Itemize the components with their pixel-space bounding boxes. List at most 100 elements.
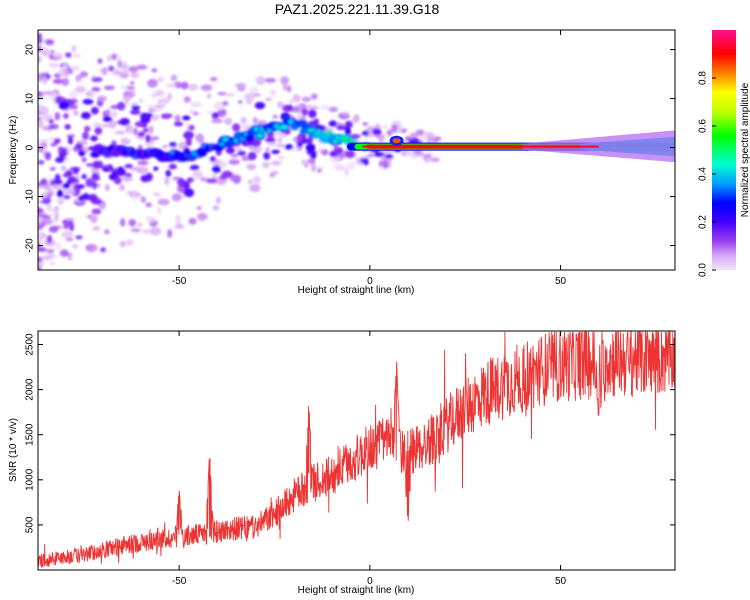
spectrogram-frame [37,29,676,271]
noise-blob [38,185,45,190]
noise-blob [382,125,388,129]
signal-blob [65,170,73,178]
noise-blob [155,104,166,108]
noise-blob [126,86,136,90]
noise-blob [282,82,287,91]
noise-blob [192,111,199,116]
noise-blob [217,92,227,96]
noise-blob [38,37,43,44]
carrier-band [346,130,675,163]
noise-blob [84,125,91,133]
noise-blob [65,217,76,221]
noise-blob [132,195,138,202]
noise-blob [49,166,56,171]
noise-blob [232,176,241,184]
noise-blob [43,183,51,190]
snr-frame [37,330,676,571]
signal-blob [345,120,353,129]
spectrogram-blobs [38,32,442,270]
noise-blob [277,155,286,160]
noise-blob [52,78,64,84]
noise-blob [43,189,48,198]
signal-blob [328,120,337,127]
noise-blob [126,239,134,246]
noise-blob [265,147,270,152]
noise-blob [38,207,41,213]
noise-blob [148,125,154,135]
signal-blob [62,183,71,189]
noise-blob [241,155,248,161]
noise-blob [270,89,276,97]
noise-blob [170,74,178,82]
signal-blob [140,174,151,183]
signal-blob [137,131,146,138]
noise-blob [129,81,135,85]
signal-blob [163,113,173,119]
signal-blob [300,139,309,144]
signal-blob [271,149,281,154]
noise-blob [252,175,261,185]
noise-blob [72,243,79,250]
noise-blob [404,136,411,142]
colorbar-tick-label: 0.8 [698,71,709,85]
noise-blob [230,153,239,158]
signal-blob [90,106,99,115]
signal-blob [125,172,132,178]
noise-blob [117,60,123,69]
noise-blob [136,64,148,70]
noise-blob [112,70,117,75]
noise-blob [200,84,213,91]
noise-blob [42,91,54,95]
signal-blob [372,128,382,136]
noise-blob [100,247,107,253]
y-tick-label: 500 [25,516,36,533]
noise-blob [128,219,137,227]
noise-blob [319,104,331,111]
signal-blob [58,101,70,110]
noise-blob [38,143,46,151]
noise-blob [38,91,44,97]
snr-x-label: Height of straight line (km) [298,585,415,596]
noise-blob [225,92,235,97]
noise-blob [255,75,266,85]
noise-blob [151,114,160,122]
noise-blob [183,96,191,103]
noise-blob [244,92,256,101]
noise-blob [48,226,59,233]
noise-blob [164,176,170,186]
snr-axes: -50 0 50 500 1000 1500 2000 2500 [25,331,675,587]
noise-blob [271,170,280,175]
signal-blob [287,104,293,112]
noise-blob [212,205,220,211]
noise-blob [38,242,41,248]
carrier-bump-core [392,138,401,144]
noise-blob [138,98,144,103]
signal-blob [247,151,257,161]
noise-blob [86,90,95,98]
signal-blob [131,105,141,110]
noise-blob [328,106,339,112]
noise-blob [106,55,112,62]
noise-blob [264,97,273,102]
noise-blob [209,76,218,82]
noise-blob [160,97,170,105]
signal-blob [64,124,71,130]
noise-blob [91,181,97,190]
signal-blob [168,163,177,170]
signal-blob [153,166,159,171]
spectrogram-panel: -50 0 50 -20 -10 0 10 20 Height of straight lin… [8,29,676,296]
signal-blob [55,97,67,103]
noise-blob [292,93,301,103]
colorbar-tick-label: 0.0 [698,263,709,277]
signal-blob [67,136,73,145]
snr-panel: -50 0 50 500 1000 1500 2000 2500 Height of stra… [8,330,676,596]
noise-blob [91,87,101,92]
y-tick-label: -10 [25,189,36,204]
noise-blob [130,228,142,233]
noise-blob [145,216,156,223]
signal-blob [232,123,241,132]
noise-blob [38,119,44,128]
spectrogram-y-label: Frequency (Hz) [8,116,19,185]
spectrogram-heatmap [38,32,675,270]
y-tick-label: 1000 [25,468,36,491]
